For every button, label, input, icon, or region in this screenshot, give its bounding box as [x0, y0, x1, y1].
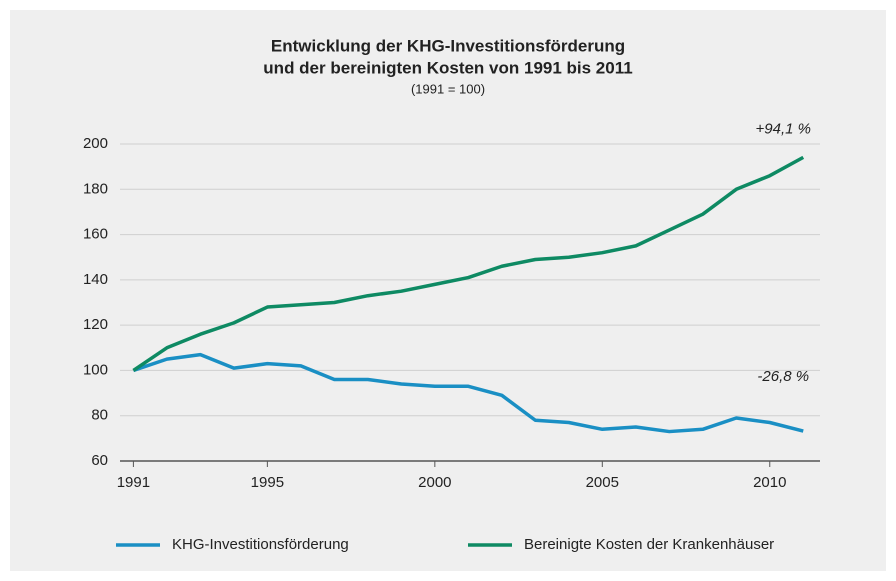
- legend-label: Bereinigte Kosten der Krankenhäuser: [524, 536, 774, 553]
- y-tick-label: 120: [83, 316, 108, 333]
- y-tick-label: 180: [83, 180, 108, 197]
- y-tick-label: 160: [83, 226, 108, 243]
- legend-label: KHG-Investitionsförderung: [172, 536, 349, 553]
- chart-title: und der bereinigten Kosten von 1991 bis …: [263, 58, 632, 77]
- x-tick-label: 1991: [117, 474, 150, 491]
- chart-subtitle: (1991 = 100): [411, 81, 485, 96]
- chart-title: Entwicklung der KHG-Investitionsförderun…: [271, 36, 625, 55]
- y-tick-label: 60: [91, 452, 108, 469]
- series-line: [132, 155, 805, 372]
- annotation: +94,1 %: [756, 120, 811, 137]
- x-tick-label: 2000: [418, 474, 451, 491]
- y-tick-label: 140: [83, 271, 108, 288]
- x-tick-label: 2010: [753, 474, 786, 491]
- y-tick-label: 100: [83, 361, 108, 378]
- y-tick-label: 80: [91, 407, 108, 424]
- annotation: -26,8 %: [757, 368, 809, 385]
- panel: [10, 10, 886, 571]
- y-tick-label: 200: [83, 135, 108, 152]
- x-tick-label: 1995: [251, 474, 284, 491]
- series-line: [132, 352, 804, 434]
- x-tick-label: 2005: [586, 474, 619, 491]
